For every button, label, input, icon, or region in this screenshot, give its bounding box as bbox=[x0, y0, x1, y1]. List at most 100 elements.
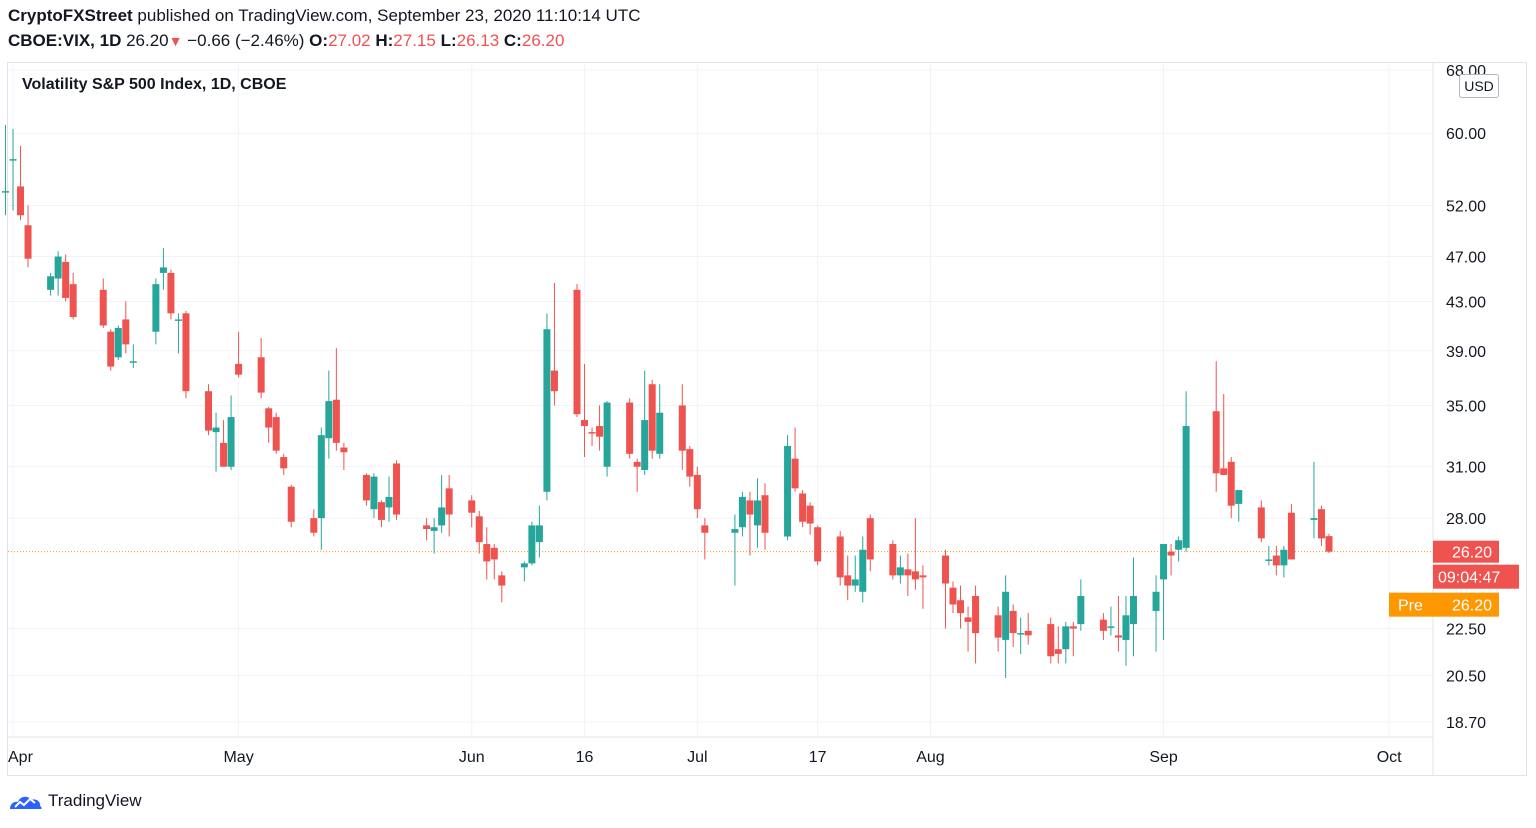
candle-body bbox=[438, 507, 446, 526]
candle-body bbox=[205, 391, 213, 431]
candle-body bbox=[1220, 468, 1228, 475]
candle-body bbox=[573, 289, 581, 415]
candle-body bbox=[325, 401, 333, 439]
candle-body bbox=[370, 476, 378, 510]
last-price-tag bbox=[1433, 540, 1499, 563]
publisher-name[interactable]: CryptoFXStreet bbox=[8, 6, 133, 25]
candle-body bbox=[949, 587, 957, 605]
x-tick-label: 17 bbox=[809, 749, 827, 766]
candle-body bbox=[287, 486, 295, 522]
y-tick-label: 18.70 bbox=[1446, 715, 1486, 732]
candle-body bbox=[1114, 635, 1122, 638]
candle-body bbox=[62, 261, 70, 298]
candle-body bbox=[701, 525, 709, 533]
candle-body bbox=[626, 402, 634, 454]
publish-info: CryptoFXStreet published on TradingView.… bbox=[8, 6, 641, 26]
candle-body bbox=[1235, 490, 1243, 504]
candle-body bbox=[1062, 626, 1070, 650]
candle-body bbox=[799, 493, 807, 522]
tradingview-brand: TradingView bbox=[48, 791, 142, 810]
candle-body bbox=[9, 159, 17, 161]
candle-body bbox=[761, 495, 769, 533]
price-change: −0.66 (−2.46%) bbox=[187, 31, 305, 50]
candle-body bbox=[904, 569, 912, 576]
candle-body bbox=[957, 600, 965, 614]
candle-body bbox=[1069, 626, 1077, 629]
candle-body bbox=[1175, 540, 1183, 550]
candle-body bbox=[1009, 610, 1017, 634]
candle-body bbox=[212, 427, 220, 433]
candle-body bbox=[152, 284, 160, 332]
candle-body bbox=[693, 474, 701, 510]
premarket-tag-price: 26.20 bbox=[1452, 598, 1492, 615]
candle-body bbox=[836, 536, 844, 578]
currency-button[interactable]: USD bbox=[1459, 74, 1499, 98]
candle-body bbox=[844, 575, 852, 586]
chart-legend-title: Volatility S&P 500 Index, 1D, CBOE bbox=[22, 76, 287, 93]
y-tick-label: 35.00 bbox=[1446, 398, 1486, 415]
candle-body bbox=[24, 225, 32, 259]
candle-body bbox=[385, 496, 393, 508]
countdown-tag bbox=[1433, 564, 1519, 589]
x-tick-label: Jun bbox=[459, 749, 485, 766]
candle-body bbox=[1272, 555, 1280, 566]
candle-body bbox=[159, 267, 167, 273]
candle-body bbox=[633, 461, 641, 467]
candle-body bbox=[814, 527, 822, 562]
candle-body bbox=[941, 555, 949, 584]
close-value: 26.20 bbox=[521, 31, 565, 50]
candle-body bbox=[182, 313, 190, 392]
candle-body bbox=[520, 563, 528, 568]
candle-body bbox=[528, 525, 536, 564]
candle-body bbox=[1, 191, 9, 193]
candle-body bbox=[445, 488, 453, 515]
candle-body bbox=[430, 527, 438, 531]
candle-body bbox=[265, 408, 273, 428]
candle-body bbox=[648, 384, 656, 451]
x-tick-label: Jul bbox=[687, 749, 707, 766]
candle-body bbox=[1280, 549, 1288, 566]
candle-body bbox=[317, 435, 325, 519]
candle-body bbox=[738, 496, 746, 528]
candle-body bbox=[1287, 512, 1295, 560]
candle-body bbox=[235, 363, 243, 375]
candle-body bbox=[498, 575, 506, 586]
candle-body bbox=[257, 357, 265, 393]
candle-body bbox=[377, 502, 385, 520]
candle-body bbox=[641, 420, 649, 470]
candle-body bbox=[54, 256, 62, 279]
candle-body bbox=[1017, 633, 1025, 635]
candle-body bbox=[1212, 411, 1220, 474]
y-tick-label: 39.00 bbox=[1446, 344, 1486, 361]
candle-body bbox=[851, 579, 859, 586]
x-tick-label: Sep bbox=[1149, 749, 1178, 766]
chart-frame bbox=[7, 62, 1527, 776]
candle-body bbox=[1054, 649, 1062, 654]
candle-body bbox=[340, 447, 348, 453]
candle-body bbox=[483, 544, 491, 562]
candle-body bbox=[167, 272, 175, 314]
candle-body bbox=[889, 544, 897, 576]
tradingview-logo[interactable]: TradingView bbox=[8, 790, 142, 812]
candle-body bbox=[550, 370, 558, 392]
candle-body bbox=[468, 500, 476, 513]
candle-body bbox=[746, 500, 754, 515]
candle-body bbox=[280, 457, 288, 469]
candle-body bbox=[99, 289, 107, 326]
high-value: 27.15 bbox=[393, 31, 436, 50]
candle-body bbox=[784, 445, 792, 537]
candle-body bbox=[896, 567, 904, 576]
candle-body bbox=[919, 575, 927, 578]
countdown-tag-text: 09:04:47 bbox=[1438, 570, 1500, 587]
candle-body bbox=[1152, 591, 1160, 611]
candle-body bbox=[994, 615, 1002, 638]
candle-body bbox=[423, 525, 431, 530]
candle-body bbox=[310, 518, 318, 533]
ohlc-header: CBOE:VIX, 1D 26.20▼ −0.66 (−2.46%) O:27.… bbox=[8, 31, 564, 51]
candle-body bbox=[972, 595, 980, 634]
x-tick-label: Aug bbox=[916, 749, 944, 766]
low-label: L: bbox=[440, 31, 457, 50]
candle-body bbox=[1002, 591, 1010, 640]
y-tick-label: 52.00 bbox=[1446, 198, 1486, 215]
